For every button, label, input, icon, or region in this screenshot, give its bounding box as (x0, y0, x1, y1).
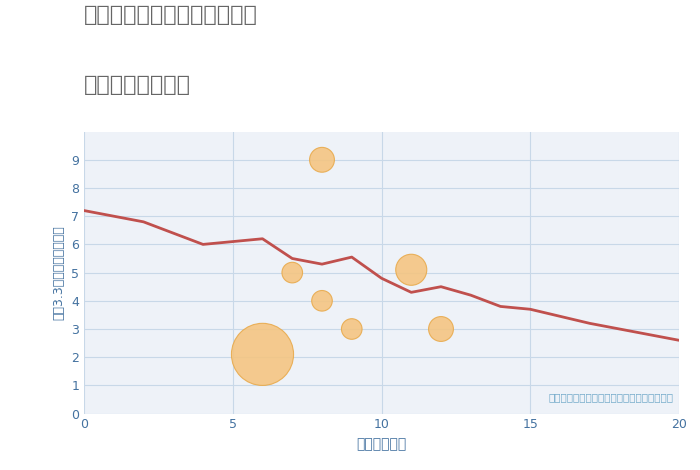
Y-axis label: 平（3.3㎡）単価（万円）: 平（3.3㎡）単価（万円） (52, 225, 66, 320)
Text: 円の大きさは、取引のあった物件面積を示す: 円の大きさは、取引のあった物件面積を示す (548, 392, 673, 402)
Point (316, 297, 328, 305)
Point (287, 269, 298, 276)
Point (346, 325, 357, 333)
X-axis label: 駅距離（分）: 駅距離（分） (356, 437, 407, 451)
Text: 駅距離別土地価格: 駅距離別土地価格 (84, 75, 191, 95)
Point (257, 351, 268, 358)
Point (316, 156, 328, 164)
Text: 奈良県磯城郡三宅町上但馬の: 奈良県磯城郡三宅町上但馬の (84, 5, 258, 25)
Point (406, 266, 417, 274)
Point (435, 325, 447, 333)
